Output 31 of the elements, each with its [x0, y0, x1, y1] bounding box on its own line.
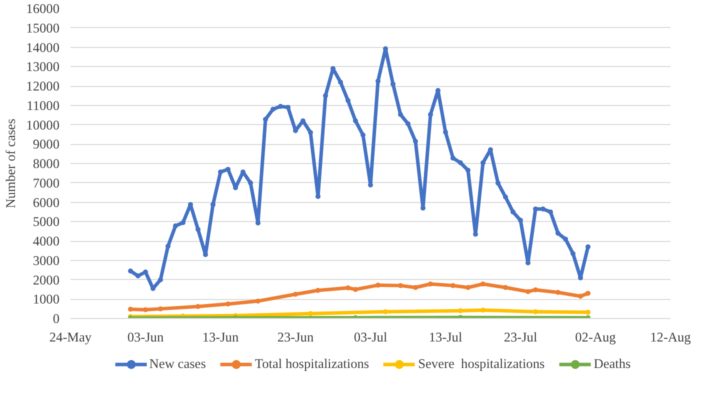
- y-tick-label: 1000: [32, 292, 60, 307]
- y-tick-label: 11000: [26, 98, 60, 113]
- y-tick-label: 15000: [26, 20, 60, 36]
- y-tick-label: 14000: [26, 40, 60, 55]
- x-tick-label: 03-Jul: [354, 330, 388, 344]
- x-tick-label: 23-Jun: [277, 330, 314, 344]
- x-tick-label: 13-Jul: [428, 330, 462, 344]
- y-axis-title: Number of cases: [3, 118, 18, 208]
- x-tick-label: 12-Aug: [650, 330, 692, 344]
- x-tick-label: 23-Jul: [504, 330, 538, 344]
- x-tick-label: 03-Jun: [127, 330, 164, 344]
- x-tick-label: 24-May: [49, 330, 92, 344]
- y-tick-label: 12000: [26, 78, 60, 94]
- y-tick-label: 13000: [26, 59, 60, 74]
- legend-label: Total hospitalizations: [254, 356, 370, 372]
- legend-label: New cases: [149, 356, 206, 372]
- y-tick-label: 3000: [32, 252, 60, 268]
- y-tick-label: 5000: [32, 214, 60, 230]
- x-tick-label: 13-Jun: [202, 330, 239, 344]
- x-tick-label: 02-Aug: [575, 330, 616, 344]
- y-tick-label: 2000: [32, 272, 60, 288]
- y-tick-label: 10000: [26, 117, 60, 132]
- y-tick-label: 6000: [32, 194, 60, 210]
- y-tick-label: 8000: [32, 156, 60, 171]
- legend-label: Severe hospitalizations: [418, 356, 545, 372]
- legend-label: Deaths: [594, 356, 631, 372]
- y-tick-label: 7000: [32, 175, 60, 190]
- y-tick-label: 9000: [32, 136, 60, 152]
- y-tick-label: 16000: [26, 1, 60, 16]
- y-tick-label: 0: [52, 311, 60, 326]
- y-tick-label: 4000: [32, 234, 60, 248]
